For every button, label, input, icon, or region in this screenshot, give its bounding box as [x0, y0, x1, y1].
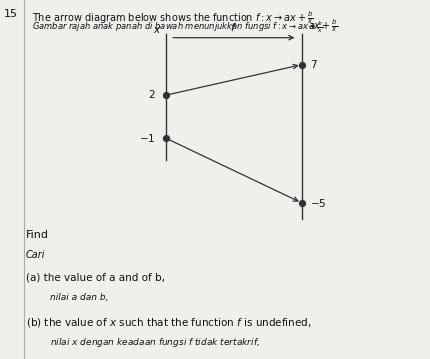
Text: $ax + \frac{b}{x}$: $ax + \frac{b}{x}$	[307, 17, 338, 34]
Point	[162, 135, 169, 141]
Text: $-1$: $-1$	[138, 132, 155, 144]
Text: 15: 15	[4, 9, 18, 19]
Text: nilai $x$ dengan keadaan fungsi $f$ tidak tertakrif,: nilai $x$ dengan keadaan fungsi $f$ tida…	[49, 336, 259, 349]
Text: Cari: Cari	[26, 250, 45, 260]
Text: Gambar rajah anak panah di bawah menunjukkan fungsi $f:x \rightarrow ax + \frac{: Gambar rajah anak panah di bawah menunju…	[32, 20, 323, 35]
Point	[298, 62, 304, 67]
Text: (b) the value of $x$ such that the function $f$ is undefined,: (b) the value of $x$ such that the funct…	[26, 316, 311, 329]
Text: (a) the value of a and of b,: (a) the value of a and of b,	[26, 273, 165, 283]
Text: Find: Find	[26, 230, 49, 240]
Text: 2: 2	[148, 90, 155, 100]
Point	[298, 200, 304, 206]
Text: $-5$: $-5$	[310, 197, 326, 209]
Text: nilai a dan b,: nilai a dan b,	[49, 293, 108, 302]
Text: $f$: $f$	[230, 22, 237, 33]
Text: 7: 7	[310, 60, 316, 70]
Point	[162, 92, 169, 98]
Text: The arrow diagram below shows the function $f:x \rightarrow ax + \frac{b}{x}$: The arrow diagram below shows the functi…	[32, 9, 313, 26]
Text: $x$: $x$	[153, 25, 161, 35]
